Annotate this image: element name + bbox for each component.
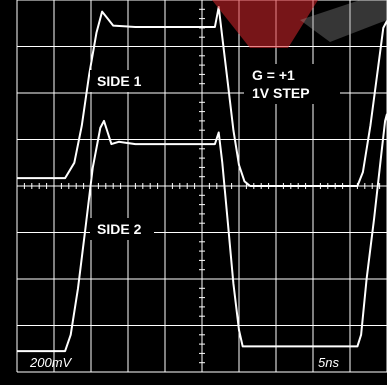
horizontal-scale-readout: 5ns xyxy=(318,355,339,370)
vertical-scale-readout: 200mV xyxy=(29,355,73,370)
side1-label: SIDE 1 xyxy=(97,73,142,89)
step-label: 1V STEP xyxy=(252,85,310,101)
annotation-box xyxy=(244,64,340,104)
side2-label-box xyxy=(90,218,154,240)
side2-label: SIDE 2 xyxy=(97,221,142,237)
watermark-stripe xyxy=(212,0,318,48)
trace-2 xyxy=(17,113,387,353)
gain-label: G = +1 xyxy=(252,67,295,83)
waveform-traces xyxy=(17,6,387,353)
trace-1 xyxy=(17,6,387,187)
side1-label-box xyxy=(90,70,154,92)
watermark-stripe-tail xyxy=(300,0,387,42)
